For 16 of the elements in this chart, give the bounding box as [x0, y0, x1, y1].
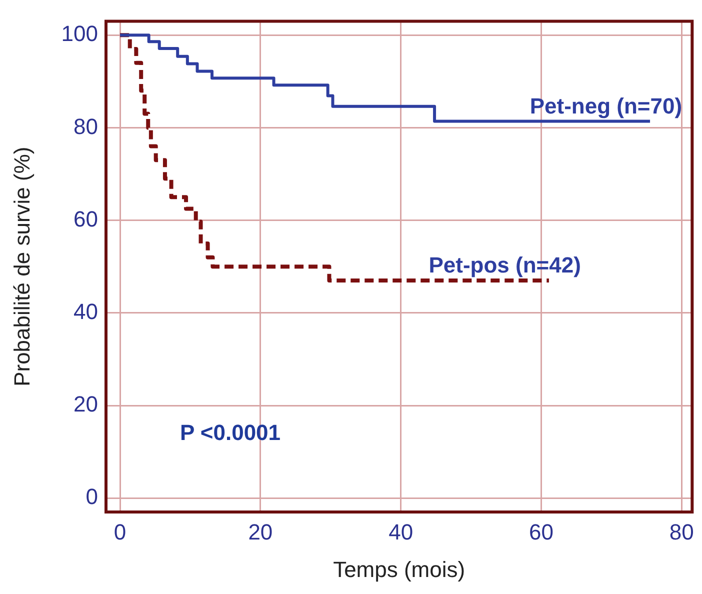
y-tick-label: 100	[61, 21, 98, 46]
y-tick-label: 20	[74, 392, 98, 417]
x-tick-label: 80	[669, 519, 694, 544]
y-tick-label: 60	[74, 206, 98, 232]
x-tick-label: 40	[388, 519, 414, 544]
series-label: Pet-pos (n=42)	[428, 252, 581, 278]
y-tick-label: 40	[74, 298, 98, 324]
x-tick-label: 60	[528, 519, 554, 544]
x-tick-label: 0	[114, 519, 126, 544]
y-tick-label: 0	[86, 484, 98, 510]
x-tick-label: 20	[248, 519, 273, 544]
y-tick-label: 80	[74, 114, 98, 139]
series-label: Pet-neg (n=70)	[530, 93, 682, 118]
x-axis-title: Temps (mois)	[333, 556, 466, 582]
y-axis-title: Probabilité de survie (%)	[9, 146, 34, 386]
annotation: P <0.0001	[180, 420, 281, 446]
